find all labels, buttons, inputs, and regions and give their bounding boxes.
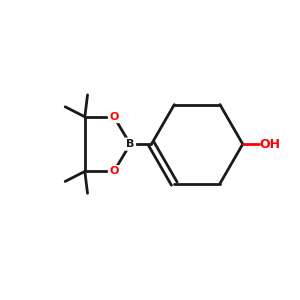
Text: B: B bbox=[126, 139, 134, 149]
Text: O: O bbox=[109, 167, 119, 176]
Text: OH: OH bbox=[260, 138, 280, 151]
Text: O: O bbox=[109, 112, 119, 122]
